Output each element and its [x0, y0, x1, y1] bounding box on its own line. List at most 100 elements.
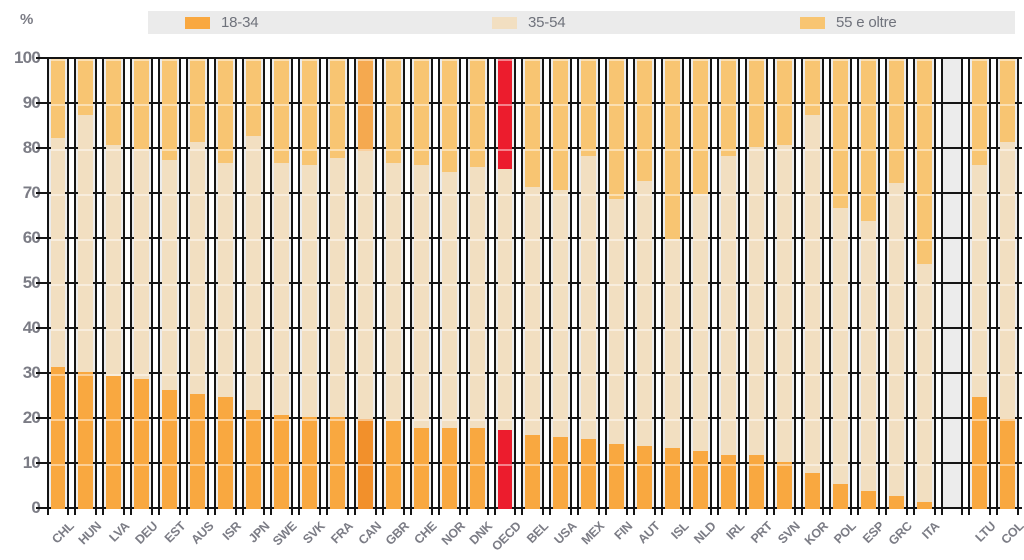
bar-segment-mid-FIN — [609, 198, 625, 444]
gridline-overlay — [301, 59, 317, 509]
gridline-overlay — [162, 59, 178, 509]
column-COL: COL — [996, 57, 1024, 547]
gridline-overlay — [246, 59, 261, 509]
bar-segment-mid-IRL — [721, 155, 736, 455]
bar-NOR — [441, 59, 457, 509]
x-tick-label-USA: USA — [551, 519, 580, 547]
bar-HUN — [78, 59, 94, 509]
bar-segment-mid-DEU — [134, 149, 150, 379]
bar-segment-mid-HUN — [78, 115, 94, 372]
gridline-overlay — [693, 59, 708, 509]
x-tick-label-NOR: NOR — [438, 519, 468, 548]
bar-segment-old-ESP — [860, 59, 876, 221]
column-LVA: LVA — [102, 57, 132, 545]
legend-label-18-34: 18-34 — [221, 14, 259, 31]
bar-segment-young-LTU — [972, 396, 988, 509]
bar-segment-mid-CHE — [413, 164, 429, 428]
x-tick-label-JPN: JPN — [245, 519, 272, 546]
y-tick-mark-90 — [36, 102, 44, 104]
y-tick-mark-20 — [36, 417, 44, 419]
column-NOR: NOR — [437, 57, 467, 548]
column-GBR: GBR — [381, 57, 412, 548]
bar-segment-old-JPN — [246, 59, 261, 136]
column-DEU: DEU — [130, 57, 160, 547]
bar-CHL — [50, 59, 66, 509]
bar-segment-old-NOR — [441, 59, 457, 172]
x-tick-label-AUS: AUS — [188, 519, 217, 547]
column-EST: EST — [158, 57, 188, 545]
bar-segment-young-ISL — [665, 448, 681, 509]
bar-segment-mid-GRC — [888, 182, 904, 496]
bar-segment-old-GRC — [888, 59, 904, 183]
bar-segment-mid-AUT — [637, 180, 653, 446]
bar-segment-young-LVA — [106, 376, 122, 509]
legend-swatch-18-34 — [185, 16, 210, 29]
bar-GRC — [888, 59, 904, 509]
bar-AUT — [637, 59, 653, 509]
column-AUT: AUT — [633, 57, 663, 546]
bar-segment-young-SVK — [301, 416, 317, 509]
x-tick-label-OECD: OECD — [488, 519, 524, 554]
legend-label-35-54: 35-54 — [528, 14, 566, 31]
bar-segment-mid-KOR — [804, 115, 820, 473]
bar-segment-mid-PRT — [748, 146, 764, 455]
gridline-overlay — [78, 59, 94, 509]
bar-segment-old-FIN — [609, 59, 625, 199]
gridline-overlay — [134, 59, 150, 509]
x-tick-label-BEL: BEL — [524, 519, 552, 546]
plot-area: CHL HUN LVA DEU EST AUS ISR JPN SWE SVK FRA CAN GBR C… — [44, 57, 1024, 554]
x-tick-label-LVA: LVA — [106, 519, 133, 545]
y-tick-label-90: 90 — [22, 93, 41, 112]
column-DNK: DNK — [465, 57, 495, 547]
bar-segment-mid-COL — [1000, 142, 1016, 419]
legend-swatch-35-54 — [492, 16, 517, 29]
bar-segment-young-NOR — [441, 428, 457, 509]
column-POL: POL — [828, 57, 859, 546]
x-tick-label-ISR: ISR — [219, 519, 244, 543]
bar-segment-young-EST — [162, 389, 178, 509]
y-tick-label-60: 60 — [22, 228, 41, 247]
column-FIN: FIN — [605, 57, 635, 543]
column-OECD: OECD — [489, 57, 523, 554]
gridline-overlay — [804, 59, 820, 509]
bar-segment-young-IRL — [721, 455, 736, 509]
bar-segment-old-SWE — [274, 59, 289, 163]
x-tick-label-ISL: ISL — [667, 519, 691, 543]
bar-segment-old-EST — [162, 59, 178, 161]
gridline-overlay — [888, 59, 904, 509]
y-tick-label-50: 50 — [22, 273, 41, 292]
bar-SVK — [301, 59, 317, 509]
legend-swatch-55-oltre — [800, 16, 825, 29]
bar-segment-mid-POL — [832, 207, 848, 485]
gridline-overlay — [832, 59, 848, 509]
column-MEX: MEX — [577, 57, 607, 547]
bar-segment-old-LVA — [106, 59, 122, 145]
bar-PRT — [748, 59, 764, 509]
bar-segment-old-COL — [1000, 59, 1016, 143]
x-tick-label-ESP: ESP — [859, 519, 887, 546]
bar-DEU — [134, 59, 150, 509]
bar-segment-young-FIN — [609, 443, 625, 509]
column-FRA: FRA — [325, 57, 356, 546]
bar-segment-old-ISL — [665, 59, 681, 239]
y-tick-mark-60 — [36, 237, 44, 239]
bar-segment-mid-BEL — [525, 187, 541, 435]
bar-CAN — [357, 59, 373, 509]
bar-segment-mid-GBR — [385, 162, 401, 422]
gridline-overlay — [665, 59, 681, 509]
bar-segment-young-HUN — [78, 371, 94, 509]
column-SWE: SWE — [270, 57, 300, 548]
bar-FRA — [329, 59, 345, 509]
x-tick-label-NLD: NLD — [691, 519, 719, 547]
bar-segment-old-IRL — [721, 59, 736, 156]
bar-AUS — [190, 59, 206, 509]
bar-segment-young-NLD — [693, 450, 708, 509]
legend-label-55-oltre: 55 e oltre — [836, 14, 897, 31]
column-KOR: KOR — [800, 57, 831, 548]
bar-LVA — [106, 59, 122, 509]
bar-segment-young-GBR — [385, 421, 401, 509]
bar-segment-mid-NLD — [693, 194, 708, 451]
gridline-overlay — [413, 59, 429, 509]
bar-segment-mid-SWE — [274, 162, 289, 415]
bar-segment-young-FRA — [329, 416, 345, 509]
